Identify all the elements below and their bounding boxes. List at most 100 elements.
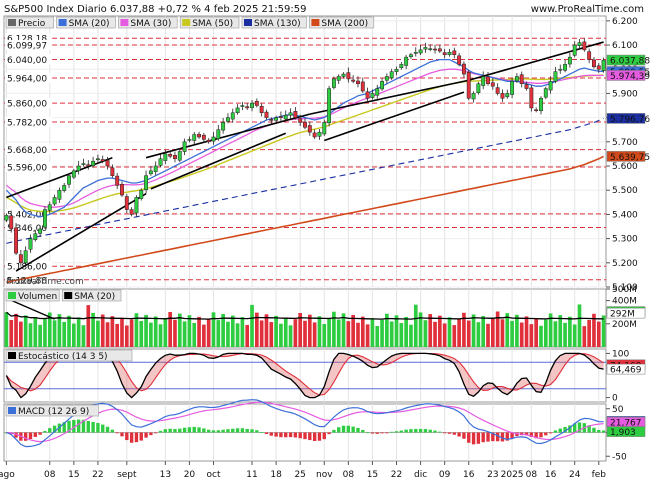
volume-bar[interactable] [230,315,235,347]
candle[interactable] [105,160,110,167]
candle[interactable] [461,63,466,75]
macd-histogram-bar[interactable] [110,429,115,433]
macd-histogram-bar[interactable] [587,425,591,433]
candle[interactable] [394,68,399,72]
candle[interactable] [384,76,389,81]
candle[interactable] [221,122,226,131]
volume-bar[interactable] [187,315,192,347]
candle[interactable] [168,154,173,157]
volume-bar[interactable] [307,314,312,347]
macd-histogram-bar[interactable] [23,432,28,441]
candle[interactable] [351,79,356,82]
volume-bar[interactable] [139,321,144,347]
volume-bar[interactable] [457,318,461,347]
candle[interactable] [548,81,553,91]
candle[interactable] [601,59,606,71]
candle[interactable] [115,175,120,186]
macd-histogram-bar[interactable] [428,429,432,433]
candle[interactable] [33,233,38,240]
candle[interactable] [283,114,288,120]
macd-histogram-bar[interactable] [52,425,57,433]
macd-histogram-bar[interactable] [476,432,481,444]
macd-histogram-bar[interactable] [524,432,529,436]
macd-histogram-bar[interactable] [154,432,158,434]
volume-bar[interactable] [413,304,418,347]
candle[interactable] [293,111,298,118]
candle[interactable] [153,165,158,172]
volume-bar[interactable] [447,317,452,347]
macd-histogram-bar[interactable] [211,430,216,433]
macd-histogram-bar[interactable] [312,432,317,441]
candle[interactable] [129,209,134,215]
candle[interactable] [389,71,394,79]
macd-histogram-bar[interactable] [139,432,143,441]
volume-bar[interactable] [409,324,413,347]
volume-bar[interactable] [428,314,433,347]
candle[interactable] [404,56,409,66]
candle[interactable] [553,71,558,82]
volume-bar[interactable] [52,320,57,347]
candle[interactable] [23,250,28,264]
volume-bar[interactable] [182,321,187,347]
candle[interactable] [418,49,423,54]
volume-bar[interactable] [365,324,370,347]
candle[interactable] [529,87,534,109]
volume-bar[interactable] [4,312,9,347]
candle[interactable] [57,189,62,200]
volume-bar[interactable] [120,317,124,347]
macd-histogram-bar[interactable] [144,432,148,438]
candle[interactable] [592,59,596,68]
volume-bar[interactable] [72,323,76,347]
legend-item-macd[interactable] [5,404,99,417]
macd-histogram-bar[interactable] [259,432,264,433]
volume-bar[interactable] [341,313,346,347]
macd-histogram-bar[interactable] [250,429,254,433]
macd-histogram-bar[interactable] [28,432,33,439]
volume-bar[interactable] [216,320,221,347]
macd-histogram-bar[interactable] [534,432,538,439]
volume-bar[interactable] [110,316,115,347]
candle[interactable] [173,155,177,160]
candle[interactable] [144,175,149,191]
macd-histogram-bar[interactable] [206,429,211,433]
volume-bar[interactable] [327,317,331,347]
macd-histogram-bar[interactable] [553,430,558,433]
candle[interactable] [514,76,519,82]
volume-bar[interactable] [173,319,177,347]
macd-histogram-bar[interactable] [375,432,379,434]
macd-histogram-bar[interactable] [226,429,230,433]
volume-bar[interactable] [490,317,495,347]
volume-bar[interactable] [144,314,148,347]
macd-histogram-bar[interactable] [43,431,47,433]
candle[interactable] [524,84,529,89]
volume-bar[interactable] [129,319,134,347]
candle[interactable] [28,238,33,250]
volume-bar[interactable] [57,314,62,347]
volume-bar[interactable] [197,316,201,347]
macd-histogram-bar[interactable] [284,432,288,438]
candle[interactable] [187,139,192,141]
candle[interactable] [457,55,462,65]
volume-bar[interactable] [495,311,500,347]
macd-histogram-bar[interactable] [332,429,336,433]
macd-histogram-bar[interactable] [457,432,461,437]
volume-panel[interactable]: 500M400M200M305M292MVolumenSMA (20) [3,285,646,348]
volume-bar[interactable] [298,313,303,347]
candle[interactable] [409,54,413,58]
candle[interactable] [519,74,524,84]
volume-bar[interactable] [14,313,18,347]
volume-bar[interactable] [283,317,288,347]
volume-bar[interactable] [438,315,442,347]
volume-bar[interactable] [548,313,553,347]
volume-bar[interactable] [375,326,380,347]
volume-bar[interactable] [226,321,230,347]
macd-histogram-bar[interactable] [91,421,95,433]
macd-histogram-bar[interactable] [173,428,177,433]
volume-bar[interactable] [192,322,197,347]
volume-bar[interactable] [394,315,399,347]
macd-histogram-bar[interactable] [187,427,192,433]
candle[interactable] [230,112,235,120]
candle[interactable] [587,51,592,60]
macd-histogram-bar[interactable] [221,429,225,433]
